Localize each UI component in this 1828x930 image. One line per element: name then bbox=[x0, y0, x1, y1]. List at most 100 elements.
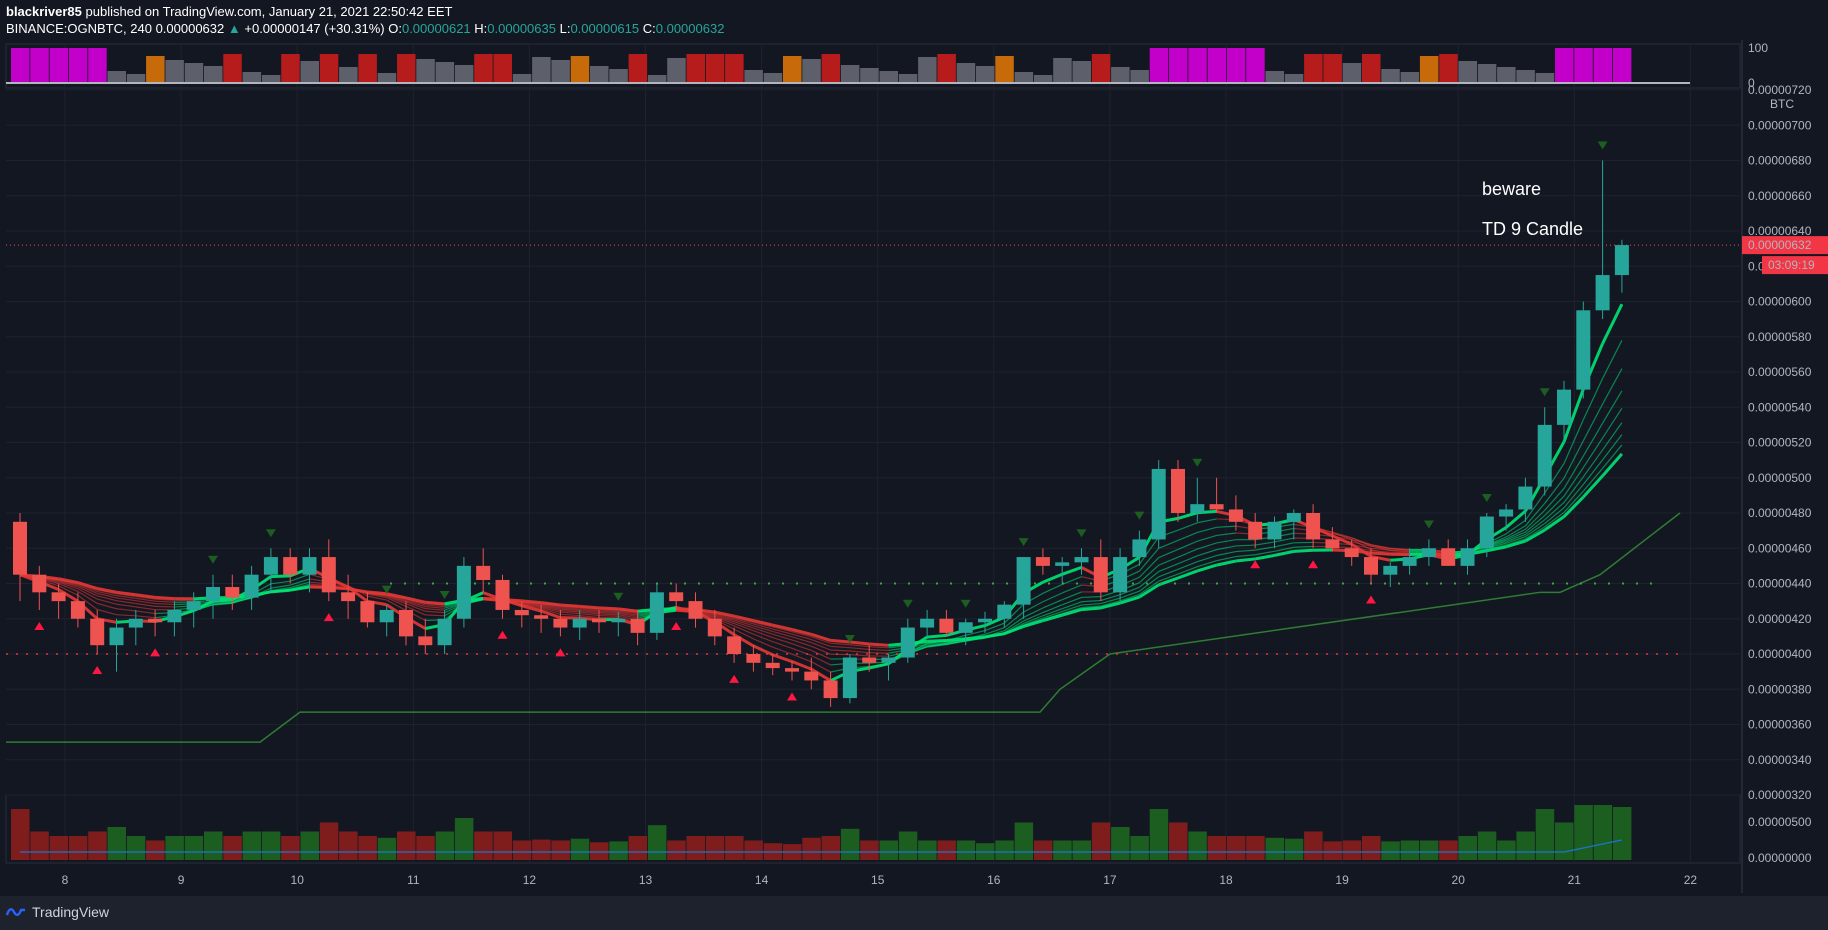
volume-bar bbox=[204, 831, 223, 860]
ma-segment bbox=[521, 599, 542, 605]
osc-bar bbox=[1362, 54, 1381, 82]
osc-bar bbox=[1226, 48, 1246, 82]
ma-segment bbox=[869, 651, 889, 654]
candle-body bbox=[148, 618, 163, 623]
ma-segment bbox=[540, 609, 561, 620]
ma-segment bbox=[1524, 509, 1546, 530]
candle-body bbox=[1190, 504, 1205, 513]
osc-bar bbox=[1304, 54, 1323, 82]
candle-body bbox=[244, 574, 259, 598]
unit-label: BTC bbox=[1770, 97, 1794, 111]
ma-segment bbox=[598, 606, 619, 611]
ma-segment bbox=[753, 638, 773, 648]
tradingview-logo-icon bbox=[6, 908, 25, 916]
volume-bar bbox=[590, 842, 609, 860]
ma-segment bbox=[1177, 522, 1198, 531]
ma-segment bbox=[1197, 549, 1217, 557]
osc-bar bbox=[512, 74, 532, 82]
osc-bar bbox=[1593, 48, 1613, 82]
candle-body bbox=[437, 618, 452, 646]
candle-body bbox=[746, 654, 761, 663]
osc-bar bbox=[223, 54, 242, 82]
td-up-triangle bbox=[1308, 560, 1319, 569]
volume-bar bbox=[628, 836, 648, 860]
ma-segment bbox=[1332, 533, 1352, 539]
ma-segment bbox=[1216, 545, 1237, 551]
candle-body bbox=[611, 618, 626, 623]
ma-segment bbox=[1061, 591, 1082, 601]
ma-segment bbox=[849, 640, 870, 646]
ma-segment bbox=[791, 631, 812, 638]
ma-segment bbox=[1505, 539, 1526, 549]
osc-bar bbox=[1033, 75, 1053, 82]
time-tick-label: 14 bbox=[755, 873, 769, 887]
candle-body bbox=[32, 574, 47, 593]
ma-segment bbox=[1100, 597, 1121, 605]
volume-bar bbox=[647, 825, 667, 860]
ma-segment bbox=[135, 606, 156, 611]
time-tick-label: 16 bbox=[987, 873, 1001, 887]
ma-segment bbox=[1023, 601, 1044, 613]
osc-bar bbox=[1284, 74, 1304, 82]
volume-bar bbox=[300, 831, 319, 860]
candle-body bbox=[167, 609, 182, 623]
ma-segment bbox=[1602, 444, 1623, 469]
candle-body bbox=[302, 557, 317, 575]
candles[interactable] bbox=[13, 160, 1629, 707]
ma-segment bbox=[714, 615, 735, 623]
osc-bar bbox=[570, 56, 590, 82]
ma-segment bbox=[425, 610, 445, 614]
candle-body bbox=[1614, 245, 1629, 276]
osc-bar bbox=[590, 66, 609, 82]
time-tick-label: 11 bbox=[407, 873, 420, 887]
ma-segment bbox=[1042, 583, 1063, 594]
ma-segment bbox=[1061, 584, 1082, 594]
osc-bar bbox=[1130, 70, 1149, 82]
volume-bar bbox=[995, 840, 1014, 860]
ma-segment bbox=[810, 667, 832, 682]
ma-segment bbox=[1562, 388, 1585, 443]
ma-segment bbox=[1061, 565, 1083, 576]
tradingview-logo[interactable]: TradingView bbox=[6, 904, 109, 920]
ma-segment bbox=[1177, 555, 1198, 565]
price-tick-label: 0.00000720 bbox=[1748, 83, 1812, 97]
ma-segment bbox=[135, 595, 156, 600]
ma-segment bbox=[1582, 449, 1604, 478]
time-tick-label: 17 bbox=[1103, 873, 1117, 887]
ma-segment bbox=[289, 573, 310, 582]
ma-segment bbox=[540, 607, 561, 613]
ma-segment bbox=[1042, 608, 1063, 617]
td-up-triangle bbox=[729, 674, 740, 683]
ma-segment bbox=[1119, 586, 1140, 596]
candle-body bbox=[997, 604, 1012, 619]
volume-bar bbox=[1246, 836, 1265, 860]
osc-bar bbox=[377, 73, 397, 82]
osc-bar bbox=[1342, 63, 1362, 82]
volume-bar bbox=[88, 831, 107, 860]
td-up-triangle bbox=[555, 648, 566, 657]
ma-segment bbox=[791, 653, 812, 663]
ma-segment bbox=[579, 613, 600, 617]
author[interactable]: blackriver85 bbox=[6, 4, 82, 19]
h-label: H: bbox=[474, 21, 488, 36]
price-change: +0.00000147 (+30.31%) bbox=[244, 21, 385, 36]
osc-bar bbox=[416, 59, 435, 82]
volume-bar bbox=[184, 836, 204, 860]
ma-segment bbox=[1563, 419, 1584, 464]
ma-segment bbox=[97, 602, 117, 610]
candle-body bbox=[1325, 539, 1340, 549]
ma-segment bbox=[212, 600, 233, 603]
ma-segment bbox=[772, 653, 793, 663]
ma-segment bbox=[97, 595, 117, 602]
price-tick-label: 0.00000440 bbox=[1748, 577, 1812, 591]
symbol-label[interactable]: BINANCE:OGNBTC, 240 bbox=[6, 21, 152, 36]
td-up-triangle bbox=[1250, 560, 1261, 569]
ma-segment bbox=[386, 597, 407, 607]
ma-segment bbox=[1390, 549, 1410, 552]
volume-bar bbox=[165, 836, 184, 860]
volume-bar bbox=[416, 836, 435, 860]
candle-body bbox=[109, 627, 124, 646]
ma-segment bbox=[1216, 559, 1237, 567]
ma-segment bbox=[733, 618, 754, 625]
ma-segment bbox=[772, 636, 793, 645]
